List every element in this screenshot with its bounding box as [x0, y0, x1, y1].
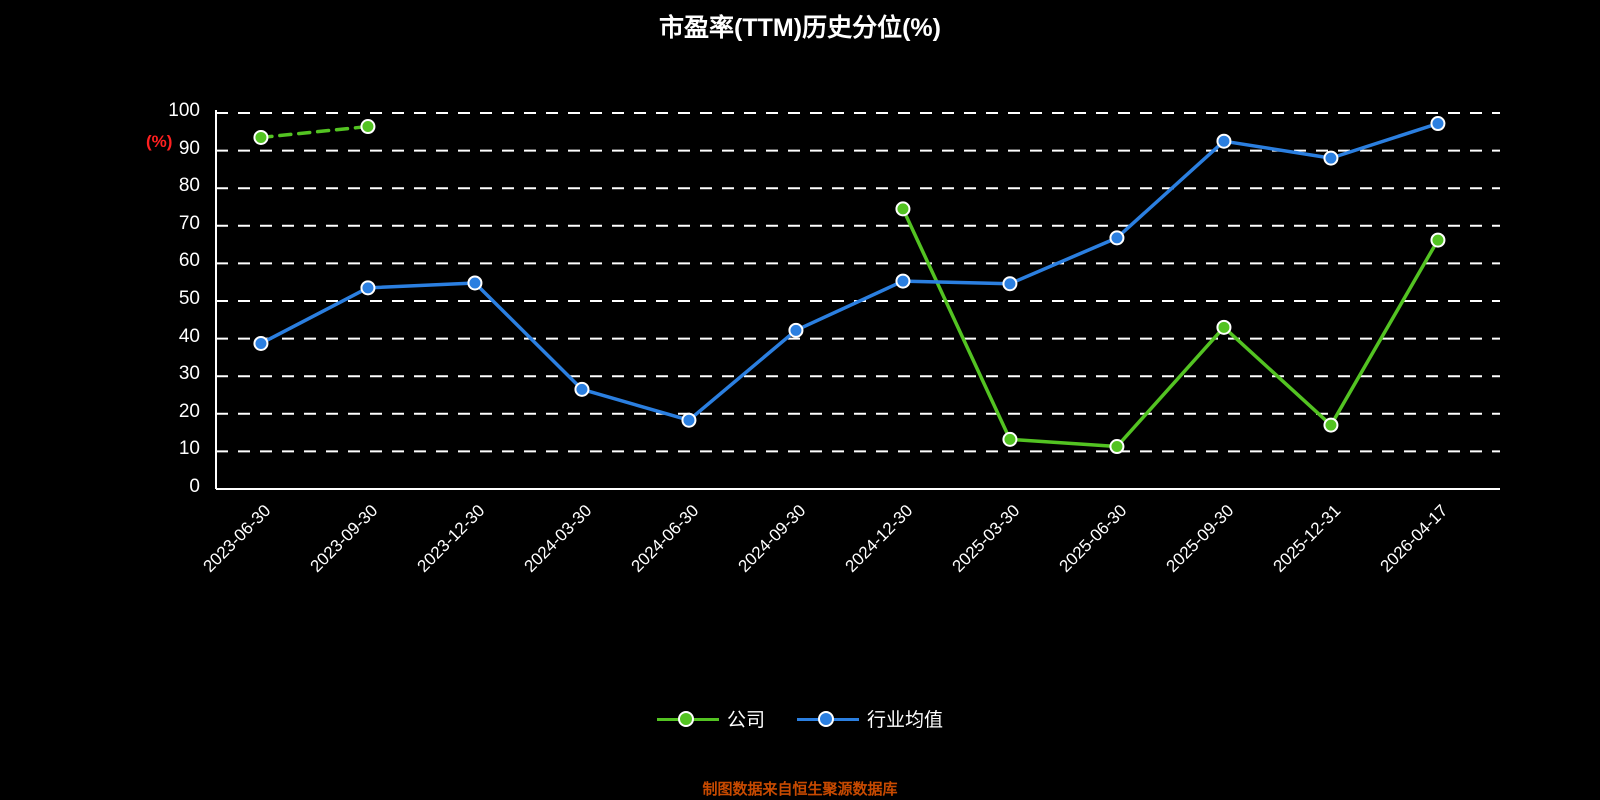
y-axis-tick: 0	[189, 476, 200, 497]
legend-label: 行业均值	[867, 710, 944, 731]
y-axis-tick: 40	[178, 325, 200, 347]
chart-footer-note: 制图数据来自恒生聚源数据库	[702, 781, 898, 798]
chart-title: 市盈率(TTM)历史分位(%)	[659, 14, 941, 42]
legend-marker-icon	[656, 709, 719, 729]
legend-label: 公司	[726, 710, 765, 731]
y-axis-tick: 30	[178, 363, 200, 385]
y-axis-tick: 100	[168, 100, 200, 121]
legend-item[interactable]: 行业均值	[797, 705, 943, 732]
y-axis-tick: 70	[178, 212, 200, 234]
y-axis-tick: 10	[178, 438, 200, 460]
y-axis-tick: 90	[178, 137, 200, 159]
chart-legend: 公司 行业均值	[0, 705, 1600, 732]
y-axis-tick: 50	[178, 288, 200, 309]
legend-marker-icon	[797, 709, 859, 729]
y-axis-label: (%)	[146, 132, 173, 152]
y-axis-tick: 20	[178, 400, 200, 422]
y-axis-tick: 60	[178, 250, 200, 272]
legend-item[interactable]: 公司	[656, 705, 765, 732]
y-axis-tick: 80	[178, 175, 200, 197]
